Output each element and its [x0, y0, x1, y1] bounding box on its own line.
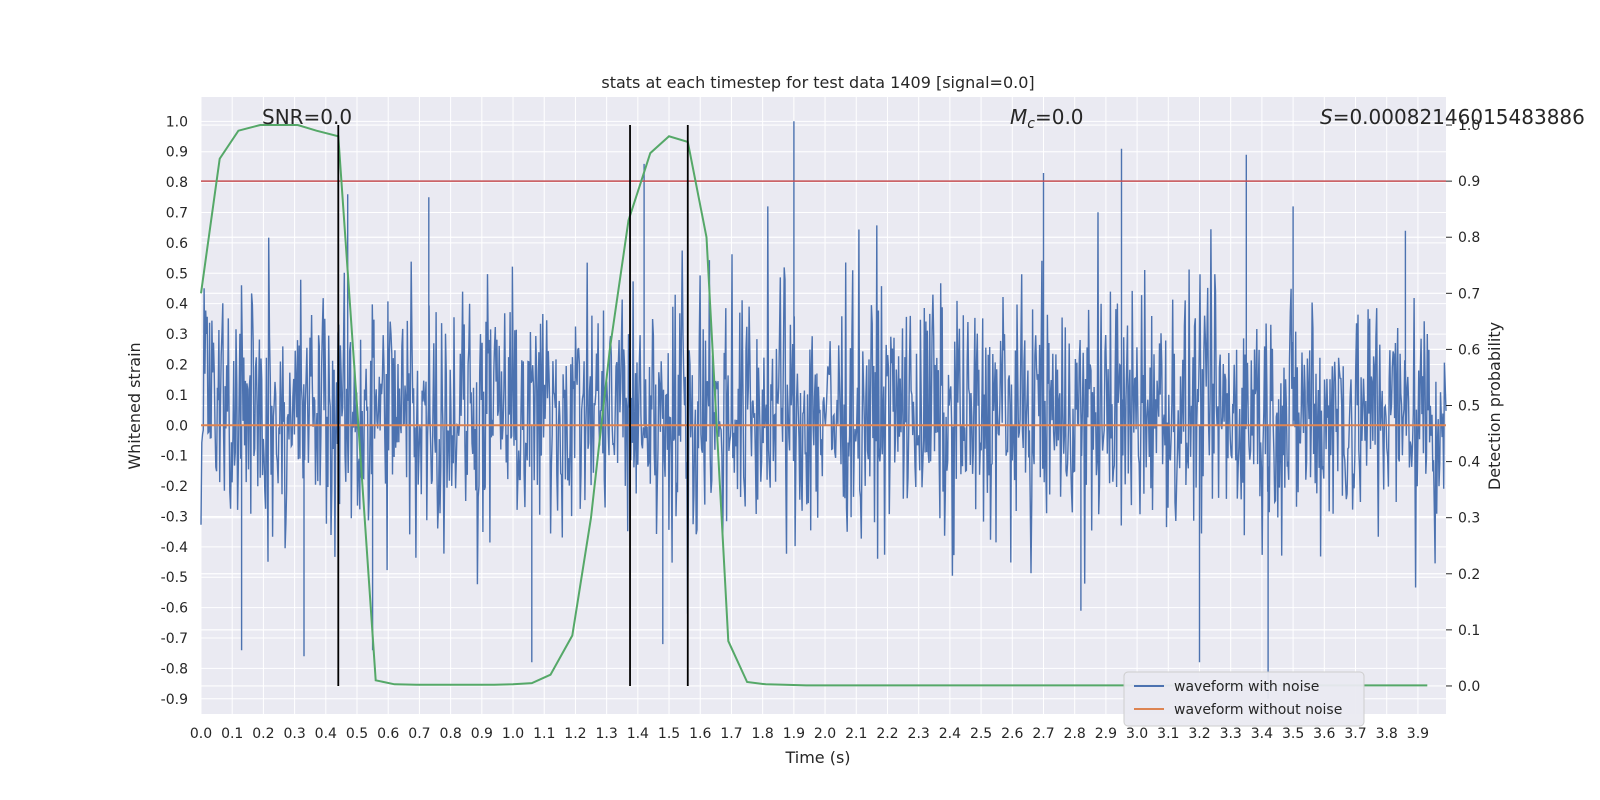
snr-annotation: SNR=0.0: [262, 105, 352, 129]
x-tick-label: 0.7: [408, 726, 430, 742]
y-tick-label: -0.8: [161, 661, 188, 677]
x-tick-label: 1.1: [533, 726, 555, 742]
x-tick-label: 1.0: [502, 726, 524, 742]
y2-tick-label: 0.4: [1458, 455, 1480, 471]
s-symbol: S: [1320, 105, 1333, 129]
y-tick-label: -0.1: [161, 449, 188, 465]
x-tick-label: 2.1: [845, 726, 867, 742]
legend-box: [1123, 671, 1365, 727]
y-tick-label: 0.7: [166, 205, 188, 221]
x-tick-label: 0.6: [377, 726, 399, 742]
y-tick-label: 0.4: [166, 297, 188, 313]
y-tick-label: 0.5: [166, 266, 188, 282]
x-tick-label: 3.0: [1126, 726, 1148, 742]
y2-tick-label: 0.6: [1458, 342, 1480, 358]
x-tick-label: 2.5: [970, 726, 992, 742]
legend: waveform with noise waveform without noi…: [1123, 671, 1365, 727]
x-tick-label: 2.2: [876, 726, 898, 742]
x-tick-label: 1.4: [627, 726, 649, 742]
chart-title: stats at each timestep for test data 140…: [601, 73, 1034, 92]
x-tick-label: 2.0: [814, 726, 836, 742]
x-tick-label: 0.8: [439, 726, 461, 742]
x-tick-label: 0.4: [315, 726, 337, 742]
x-tick-label: 1.5: [658, 726, 680, 742]
y-tick-label: -0.6: [161, 601, 188, 617]
mc-subscript: c: [1027, 116, 1035, 132]
y-tick-label: 0.8: [166, 175, 188, 191]
x-tick-label: 1.9: [783, 726, 805, 742]
y2-tick-label: 0.7: [1458, 286, 1480, 302]
y2-tick-label: 0.2: [1458, 567, 1480, 583]
x-tick-label: 3.4: [1251, 726, 1273, 742]
x-tick-label: 2.3: [908, 726, 930, 742]
y-tick-label: -0.9: [161, 692, 188, 708]
y-tick-label: -0.3: [161, 509, 188, 525]
x-tick-label: 1.7: [720, 726, 742, 742]
x-tick-label: 3.1: [1157, 726, 1179, 742]
legend-label-noise: waveform with noise: [1174, 679, 1319, 695]
y-tick-label: -0.2: [161, 479, 188, 495]
x-tick-label: 1.2: [564, 726, 586, 742]
x-tick-label: 1.6: [689, 726, 711, 742]
x-tick-label: 2.7: [1032, 726, 1054, 742]
y-axis-label: Whitened strain: [125, 342, 144, 469]
x-tick-label: 3.3: [1220, 726, 1242, 742]
y2-axis-label: Detection probability: [1485, 322, 1504, 490]
x-tick-label: 2.4: [939, 726, 961, 742]
y2-tick-label: 0.0: [1458, 679, 1480, 695]
x-tick-label: 3.7: [1344, 726, 1366, 742]
s-value: =0.00082146015483886: [1333, 105, 1585, 129]
x-tick-labels: 0.0 0.1 0.2 0.3 0.4 0.5 0.6 0.7 0.8 0.9 1.0 1.1 1.2 1…: [190, 726, 1429, 742]
x-tick-label: 3.6: [1313, 726, 1335, 742]
legend-label-clean: waveform without noise: [1174, 702, 1342, 718]
y-tick-label: -0.5: [161, 570, 188, 586]
y-tick-label: -0.4: [161, 540, 188, 556]
x-tick-label: 1.8: [752, 726, 774, 742]
chirp-mass-annotation: Mc=0.0: [1010, 105, 1084, 132]
y2-tick-labels: 1.0 0.9 0.8 0.7 0.6 0.5 0.4 0.3 0.2 0.1 0.0: [1446, 118, 1480, 695]
y2-tick-label: 0.9: [1458, 174, 1480, 190]
noise-waveform: [200, 121, 1447, 699]
x-tick-label: 0.9: [471, 726, 493, 742]
y-tick-label: 0.0: [166, 418, 188, 434]
y2-tick-label: 0.8: [1458, 230, 1480, 246]
x-tick-label: 3.8: [1376, 726, 1398, 742]
x-tick-label: 0.2: [252, 726, 274, 742]
x-tick-label: 0.5: [346, 726, 368, 742]
mc-symbol: M: [1010, 105, 1027, 129]
s-annotation: S=0.00082146015483886: [1320, 105, 1585, 129]
y-tick-label: -0.7: [161, 631, 188, 647]
x-tick-label: 2.6: [1001, 726, 1023, 742]
y2-tick-label: 0.5: [1458, 399, 1480, 415]
y2-tick-label: 1.0: [1458, 118, 1480, 134]
noise-series-path: [200, 121, 1447, 699]
y2-tick-label: 0.3: [1458, 511, 1480, 527]
y-tick-label: 0.1: [166, 388, 188, 404]
mc-value: =0.0: [1035, 105, 1084, 129]
y-tick-label: 0.6: [166, 236, 188, 252]
x-tick-label: 0.0: [190, 726, 212, 742]
x-tick-label: 3.5: [1282, 726, 1304, 742]
overlay-lines: [200, 124, 1446, 687]
y-tick-label: 0.2: [166, 357, 188, 373]
x-tick-label: 0.3: [283, 726, 305, 742]
x-tick-label: 2.8: [1064, 726, 1086, 742]
y-tick-label: 1.0: [166, 114, 188, 130]
x-tick-label: 3.9: [1407, 726, 1429, 742]
y-tick-label: 0.9: [166, 145, 188, 161]
x-tick-label: 1.3: [596, 726, 618, 742]
x-tick-label: 2.9: [1095, 726, 1117, 742]
x-axis-label: Time (s): [784, 748, 850, 767]
x-tick-label: 3.2: [1188, 726, 1210, 742]
y-tick-labels: 1.0 0.9 0.8 0.7 0.6 0.5 0.4 0.3 0.2 0.1 0.0 -0.1 -0.…: [161, 114, 188, 707]
y-tick-label: 0.3: [166, 327, 188, 343]
probability-series-path: [200, 124, 1428, 687]
y2-tick-label: 0.1: [1458, 623, 1480, 639]
x-tick-label: 0.1: [221, 726, 243, 742]
